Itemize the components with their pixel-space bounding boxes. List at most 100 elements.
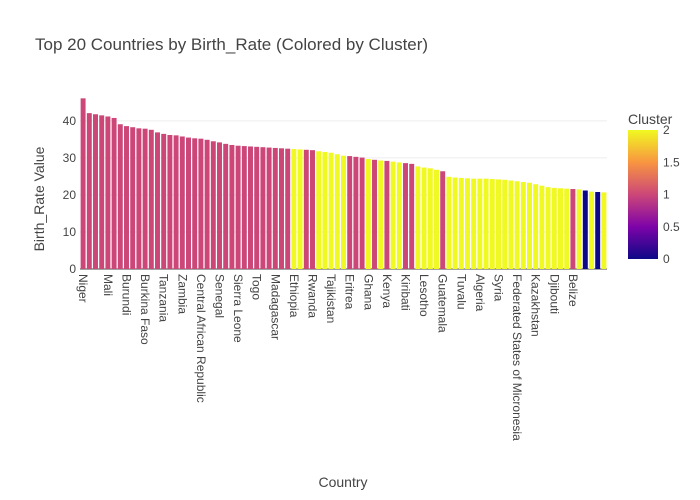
bar: [483, 178, 489, 269]
x-tick-label: Lesotho: [417, 274, 431, 317]
bar: [124, 126, 129, 269]
x-tick-label: Syria: [492, 274, 506, 302]
bar: [533, 184, 539, 269]
bar: [421, 167, 427, 269]
bar: [576, 189, 582, 269]
bar: [334, 154, 340, 269]
x-tick-labels: Niger Mali Burundi Burkina Faso Tanzania Zamb…: [76, 274, 580, 441]
bar: [229, 144, 235, 269]
colorbar-tick-label: 1: [663, 188, 670, 202]
bar: [365, 159, 371, 269]
bar: [384, 160, 390, 269]
x-tick-label: Mali: [101, 274, 115, 296]
bar: [99, 115, 105, 269]
bar: [303, 149, 309, 269]
colorbar-ticks: 0 0.5 1 1.5 2: [663, 123, 680, 266]
bar: [545, 187, 551, 269]
colorbar-tick-label: 2: [663, 123, 670, 137]
bar: [409, 163, 415, 269]
bar: [564, 188, 570, 269]
bar: [558, 188, 563, 269]
bar: [148, 129, 154, 269]
bar: [310, 150, 315, 269]
bar: [80, 98, 86, 269]
bar: [465, 178, 470, 269]
bar: [322, 152, 328, 269]
bar: [452, 177, 458, 269]
bar: [390, 161, 396, 269]
x-tick-label: Sierra Leone: [231, 274, 245, 343]
bar: [458, 177, 464, 269]
x-tick-label: Zambia: [175, 274, 189, 314]
colorbar: Cluster 0 0.5 1 1.5 2: [628, 111, 680, 266]
x-tick-label: Rwanda: [306, 274, 320, 318]
bar: [582, 190, 588, 269]
x-tick-label: Tajikistan: [324, 274, 338, 323]
y-tick-label: 30: [63, 151, 77, 165]
bar: [595, 192, 601, 269]
bar: [372, 159, 377, 269]
bar: [353, 156, 359, 269]
bar: [502, 179, 508, 269]
bar: [285, 148, 291, 269]
bar: [291, 149, 297, 269]
x-tick-label: Guatemala: [436, 274, 450, 333]
bar: [601, 192, 607, 269]
bar: [130, 127, 136, 270]
y-tick-labels: 0 10 20 30 40: [63, 114, 77, 276]
y-tick-label: 20: [63, 188, 77, 202]
colorbar-title: Cluster: [628, 111, 673, 127]
y-axis-title: Birth_Rate Value: [31, 146, 47, 251]
bar: [489, 179, 495, 269]
bar: [446, 176, 452, 269]
bar: [167, 134, 173, 269]
bar: [241, 146, 247, 269]
bar: [471, 178, 477, 269]
bar: [111, 117, 117, 269]
x-tick-label: Federated States of Micronesia: [510, 274, 524, 441]
bar: [520, 182, 526, 269]
colorbar-tick-label: 1.5: [663, 155, 680, 169]
bar: [341, 155, 346, 269]
bar: [217, 142, 222, 269]
bar: [440, 171, 446, 269]
y-tick-label: 0: [69, 262, 76, 276]
bar: [539, 185, 545, 269]
bar: [142, 128, 148, 269]
bar: [297, 149, 303, 269]
x-tick-label: Burkina Faso: [138, 274, 152, 345]
bar: [328, 152, 334, 269]
bar: [117, 124, 123, 269]
bars: [80, 98, 607, 270]
x-tick-label: Senegal: [213, 274, 227, 318]
colorbar-tick-label: 0: [663, 252, 670, 266]
bar: [210, 141, 216, 269]
bar: [204, 139, 210, 269]
x-tick-label: Central African Republic: [194, 274, 208, 403]
bar: [316, 151, 322, 269]
bar: [179, 136, 185, 269]
bar: [434, 169, 439, 269]
bar: [347, 156, 353, 269]
x-tick-label: Algeria: [473, 274, 487, 312]
x-tick-label: Kazakhstan: [529, 274, 543, 337]
x-tick-label: Ethiopia: [287, 274, 301, 318]
bar: [235, 145, 241, 269]
x-tick-label: Tanzania: [157, 274, 171, 322]
bar: [186, 137, 191, 269]
bar: [93, 114, 98, 269]
bar: [254, 146, 260, 269]
x-tick-label: Niger: [76, 274, 90, 303]
x-axis-title: Country: [318, 474, 367, 490]
bar: [496, 179, 501, 269]
bar: [260, 147, 266, 269]
bar: [155, 132, 160, 269]
x-tick-label: Kiribati: [399, 274, 413, 311]
bar: [551, 187, 557, 269]
bar: [161, 133, 167, 269]
y-tick-label: 10: [63, 225, 77, 239]
x-tick-label: Ghana: [361, 274, 375, 310]
bar: [86, 113, 92, 269]
bar: [359, 157, 365, 269]
bar: [514, 181, 520, 269]
